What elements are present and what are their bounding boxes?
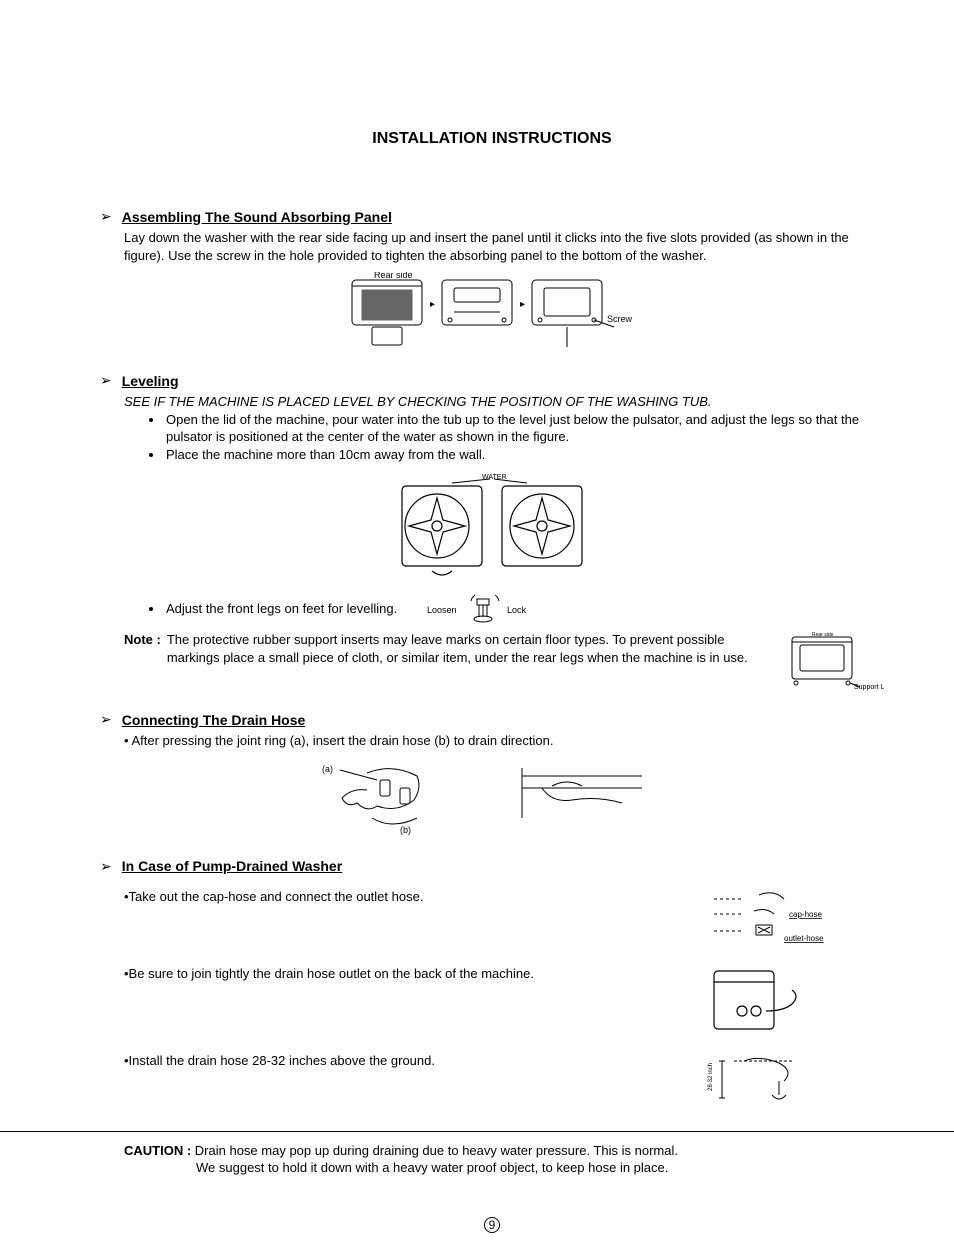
svg-text:▸: ▸	[430, 299, 435, 310]
figure-pump-caphose: cap-hose outlet-hose	[704, 889, 864, 949]
label-rear-side: Rear side	[374, 272, 413, 280]
label-height: 28-32 inch	[708, 1063, 714, 1091]
heading-pump: In Case of Pump-Drained Washer	[122, 858, 342, 874]
figure-pump-back	[704, 966, 824, 1036]
heading-assembling: Assembling The Sound Absorbing Panel	[122, 209, 392, 225]
section-leveling: ➢ Leveling SEE IF THE MACHINE IS PLACED …	[100, 372, 884, 691]
svg-text:Rear side: Rear side	[812, 632, 834, 638]
divider	[0, 1131, 954, 1132]
figure-support-leg: Rear side Support Leg	[784, 631, 884, 691]
note-text: The protective rubber support inserts ma…	[167, 631, 774, 691]
text-assembling: Lay down the washer with the rear side f…	[124, 229, 884, 264]
caution-label: CAUTION :	[124, 1143, 191, 1158]
bullet-leveling-1: Open the lid of the machine, pour water …	[164, 411, 884, 446]
bullet-leveling-2: Place the machine more than 10cm away fr…	[164, 446, 884, 464]
figure-assembling: Rear side ▸ ▸ Screw	[100, 272, 884, 352]
figure-drain: (a) (b)	[100, 758, 884, 838]
arrow-icon: ➢	[100, 208, 112, 225]
heading-drain: Connecting The Drain Hose	[122, 712, 306, 728]
section-pump: ➢ In Case of Pump-Drained Washer •Take o…	[100, 858, 884, 1111]
label-a: (a)	[322, 764, 333, 774]
label-outlet-hose: outlet-hose	[784, 934, 824, 943]
figure-pump-height: 28-32 inch	[704, 1053, 844, 1108]
label-b: (b)	[400, 825, 411, 835]
arrow-icon: ➢	[100, 711, 112, 728]
caution-block: CAUTION : Drain hose may pop up during d…	[124, 1142, 884, 1177]
caution-line-2: We suggest to hold it down with a heavy …	[196, 1159, 668, 1177]
page-title: INSTALLATION INSTRUCTIONS	[100, 130, 884, 148]
text-pump-3: •Install the drain hose 28-32 inches abo…	[124, 1053, 674, 1068]
text-pump-2: •Be sure to join tightly the drain hose …	[124, 966, 674, 981]
text-leveling-lead: SEE IF THE MACHINE IS PLACED LEVEL BY CH…	[124, 393, 884, 411]
label-screw: Screw	[607, 314, 633, 324]
note-label: Note :	[124, 631, 161, 691]
caution-line-1: Drain hose may pop up during draining du…	[195, 1143, 678, 1158]
page-number: 9	[100, 1217, 884, 1233]
label-lock: Lock	[507, 605, 527, 615]
heading-leveling: Leveling	[122, 373, 179, 389]
section-assembling: ➢ Assembling The Sound Absorbing Panel L…	[100, 208, 884, 352]
section-drain: ➢ Connecting The Drain Hose • After pres…	[100, 711, 884, 838]
arrow-icon: ➢	[100, 372, 112, 389]
figure-leveling-foot: Loosen Lock	[427, 593, 567, 623]
label-cap-hose: cap-hose	[789, 910, 822, 919]
label-support-leg: Support Leg	[854, 684, 884, 691]
svg-text:▸: ▸	[520, 299, 525, 310]
text-drain-1: • After pressing the joint ring (a), ins…	[124, 732, 884, 750]
figure-leveling-tubs: WATER	[100, 471, 884, 581]
text-pump-1: •Take out the cap-hose and connect the o…	[124, 889, 674, 904]
bullet-leveling-3: Adjust the front legs on feet for levell…	[164, 600, 397, 618]
label-loosen: Loosen	[427, 605, 457, 615]
arrow-icon: ➢	[100, 858, 112, 875]
